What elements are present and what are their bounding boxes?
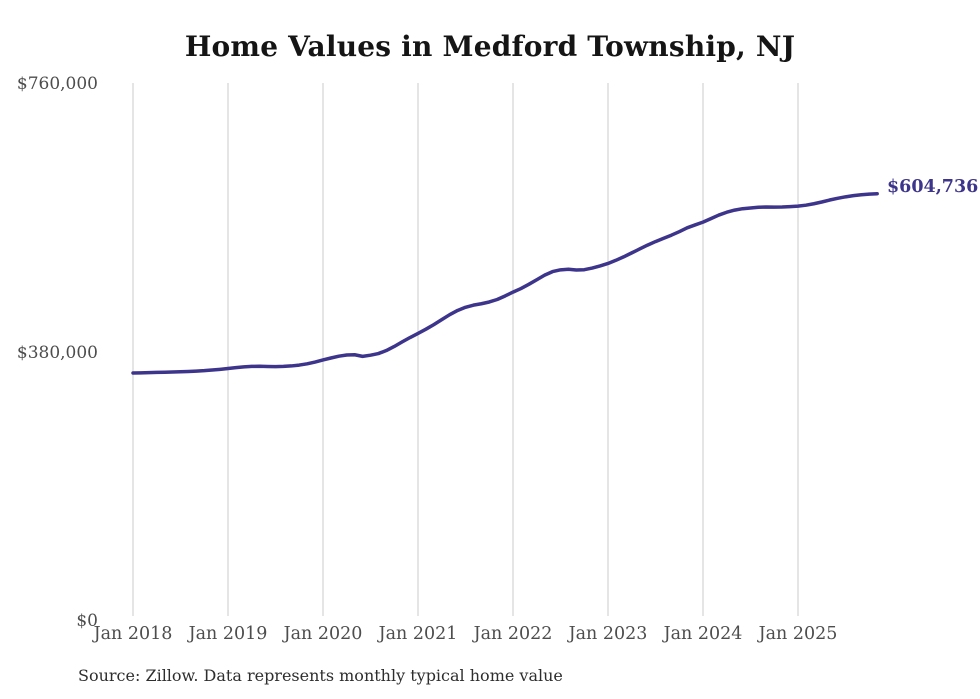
x-tick-jan-2025: Jan 2025 <box>758 624 838 644</box>
x-tick-jan-2019: Jan 2019 <box>188 624 268 644</box>
y-tick-0: $0 <box>76 611 98 631</box>
y-tick-760000: $760,000 <box>16 74 98 94</box>
x-tick-jan-2020: Jan 2020 <box>283 624 363 644</box>
x-tick-jan-2023: Jan 2023 <box>568 624 648 644</box>
x-tick-jan-2022: Jan 2022 <box>473 624 553 644</box>
vertical-gridlines <box>132 83 799 616</box>
y-tick-380000: $380,000 <box>16 343 98 363</box>
latest-value-label: $604,736 <box>887 177 979 197</box>
chart-title: Home Values in Medford Township, NJ <box>184 30 796 63</box>
x-tick-jan-2018: Jan 2018 <box>93 624 173 644</box>
x-tick-jan-2024: Jan 2024 <box>663 624 743 644</box>
home-value-line <box>131 191 879 375</box>
source-note: Source: Zillow. Data represents monthly … <box>78 666 563 685</box>
x-tick-jan-2021: Jan 2021 <box>378 624 458 644</box>
